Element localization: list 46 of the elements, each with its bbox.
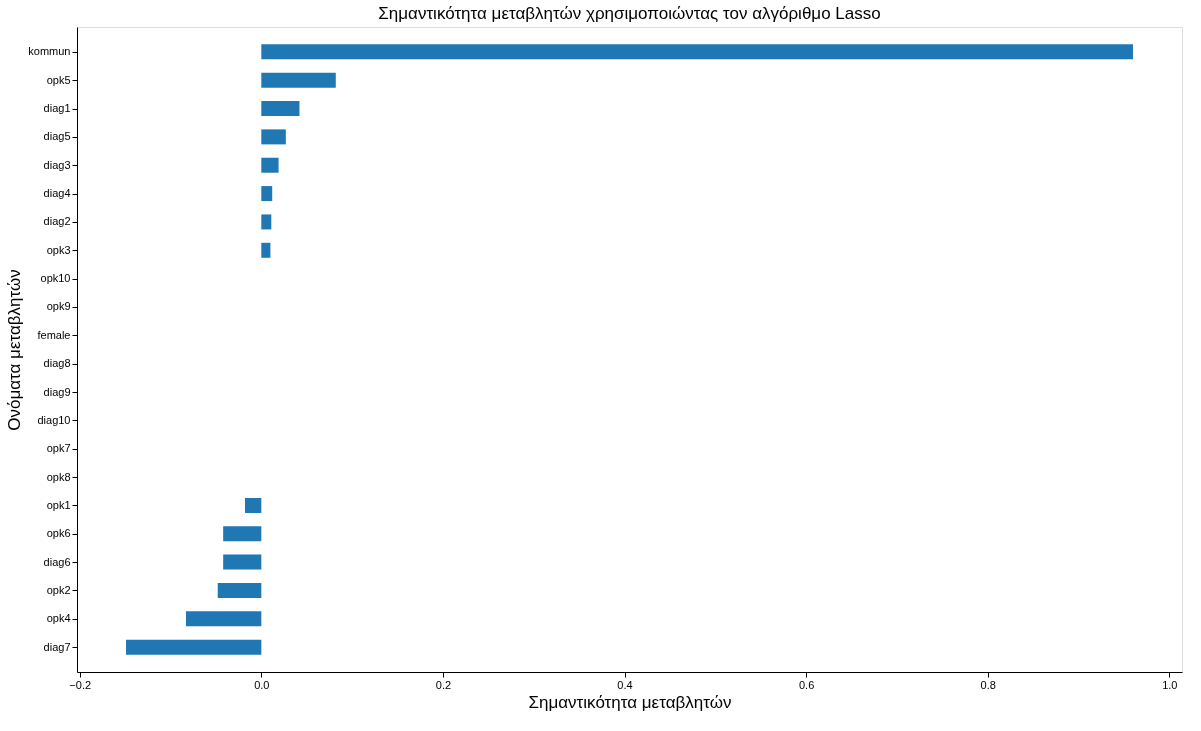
y-tick-label: opk7 [46, 442, 71, 455]
y-tick-label: opk3 [46, 243, 71, 256]
y-tick-label: female [37, 328, 71, 341]
y-tick-label: opk2 [46, 583, 71, 596]
bar [261, 129, 286, 145]
bar [261, 72, 336, 88]
bar [261, 214, 272, 230]
y-tick-label: kommun [28, 45, 71, 58]
bar [261, 101, 300, 117]
x-axis-title: Σημαντικότητα μεταβλητών [528, 692, 732, 712]
y-tick-label: diag10 [37, 413, 71, 426]
x-tick-label: 0.2 [435, 678, 452, 691]
bar [223, 526, 262, 542]
y-tick-label: diag5 [43, 130, 71, 143]
bar [261, 44, 1133, 60]
y-tick-label: diag3 [43, 158, 71, 171]
y-tick-label: opk9 [46, 300, 71, 313]
x-tick-label: 0.4 [617, 678, 633, 691]
y-tick-label: diag2 [43, 215, 71, 228]
y-tick-label: opk1 [46, 498, 71, 511]
bar [261, 242, 271, 258]
x-tick-label: 0.8 [980, 678, 996, 691]
y-axis-title: Ονόματα μεταβλητών [5, 269, 25, 431]
y-tick-label: diag4 [43, 187, 71, 200]
x-tick-label: 0.0 [254, 678, 270, 691]
bar [185, 611, 262, 627]
y-tick-label: diag6 [43, 555, 71, 568]
y-tick-label: diag7 [43, 640, 71, 653]
y-tick-label: diag8 [43, 357, 71, 370]
y-tick-label: opk5 [46, 73, 71, 86]
bar [261, 186, 273, 202]
bar [126, 639, 262, 655]
bar [217, 582, 262, 598]
y-tick-label: opk8 [46, 470, 71, 483]
y-tick-label: diag1 [43, 102, 71, 115]
y-tick-label: opk4 [46, 612, 71, 625]
x-tick-label: 0.6 [798, 678, 815, 691]
bar [223, 554, 262, 570]
x-tick-label: 1.0 [1162, 678, 1178, 691]
y-tick-label: opk6 [46, 527, 71, 540]
y-tick-label: diag9 [43, 385, 71, 398]
x-tick-label: −0.2 [69, 678, 92, 691]
bar [261, 157, 279, 173]
bar [244, 497, 262, 513]
chart-title: Σημαντικότητα μεταβλητών χρησιμοποιώντας τον αλγόριθμο Lasso [378, 4, 881, 23]
y-tick-label: opk10 [40, 272, 71, 285]
